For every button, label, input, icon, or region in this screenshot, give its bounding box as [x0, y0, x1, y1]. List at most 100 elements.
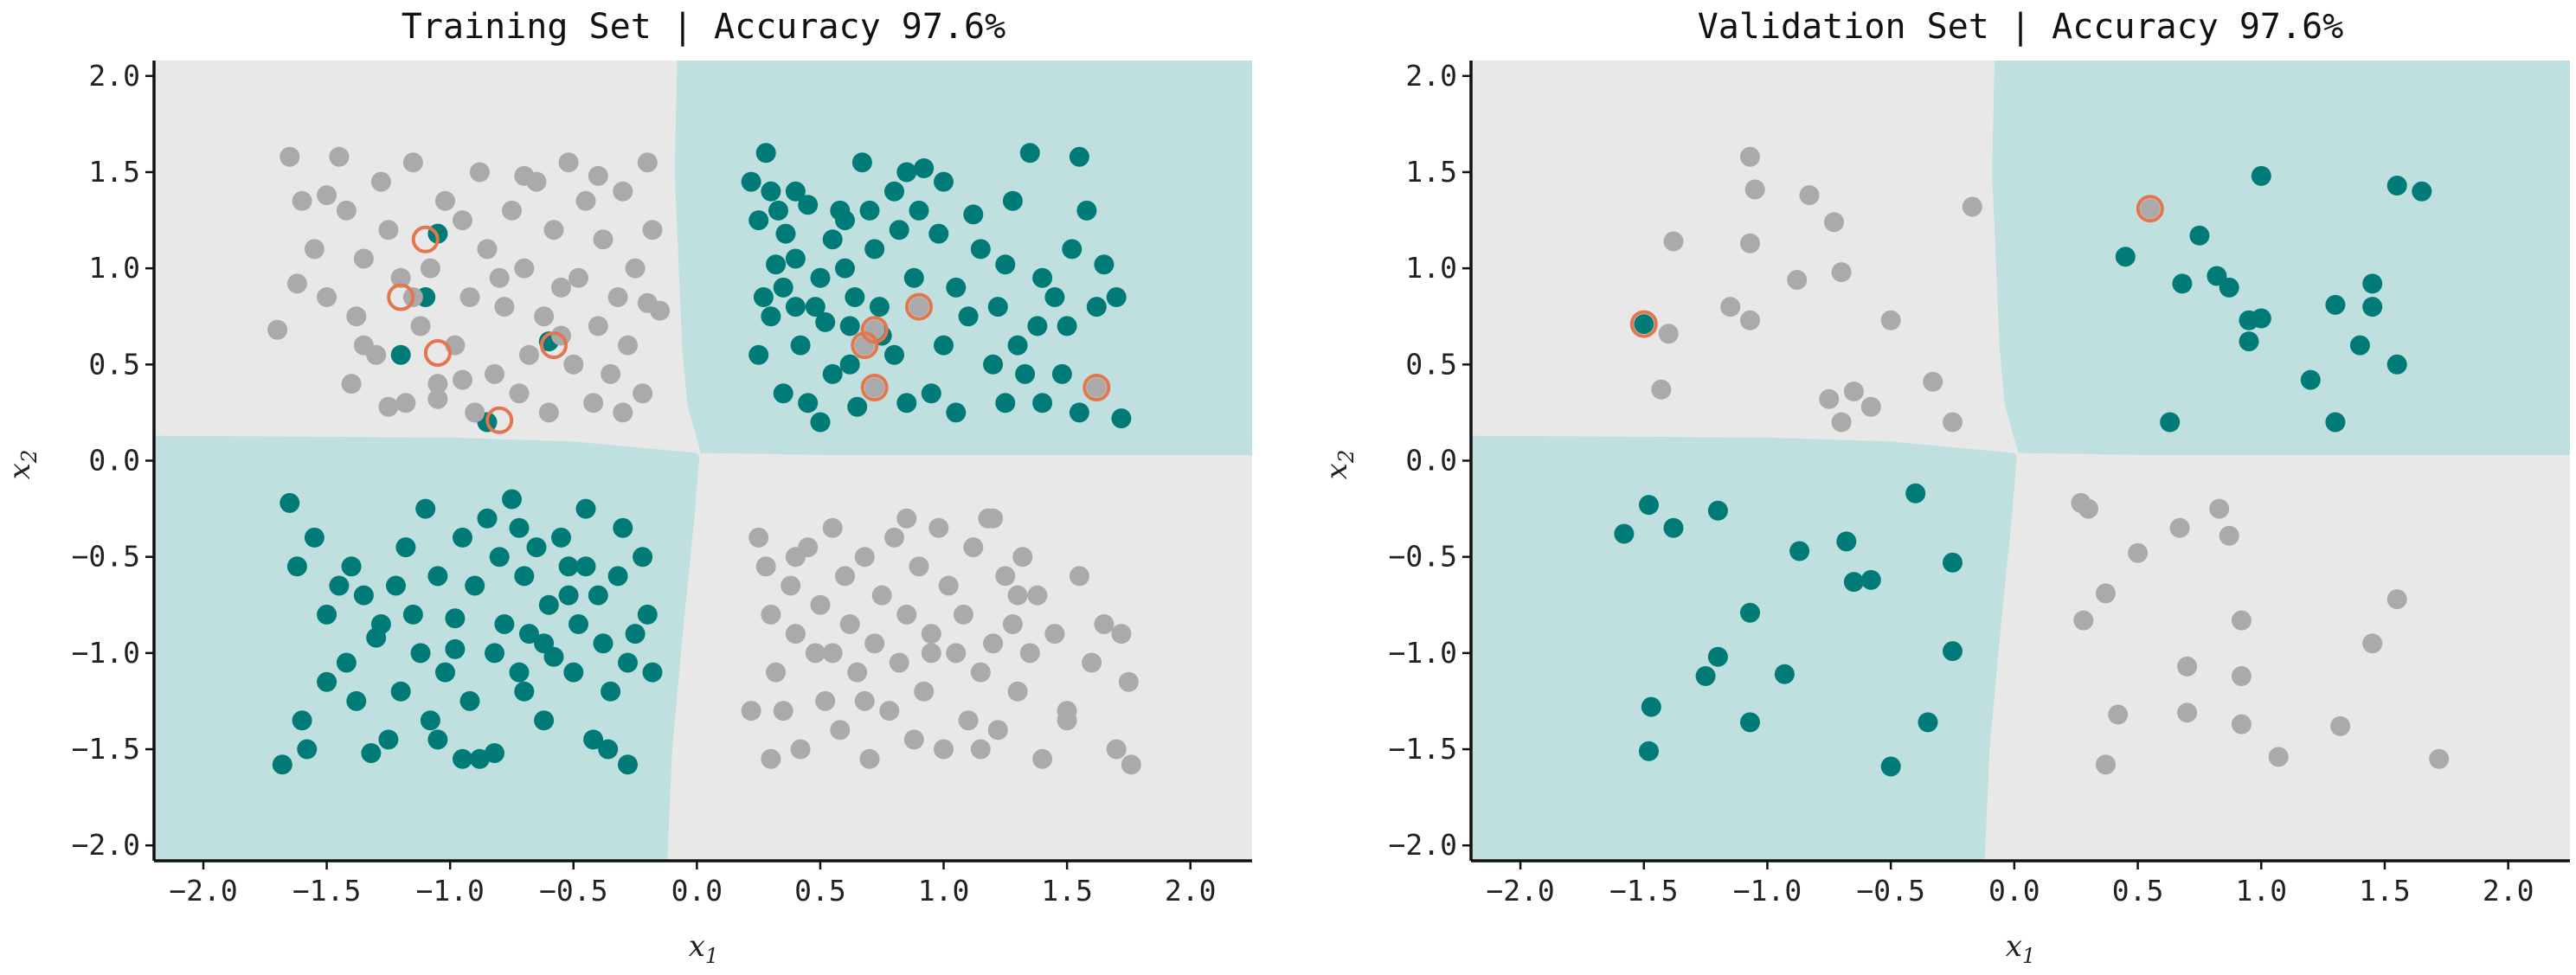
point-gray: [410, 316, 431, 337]
point-teal: [983, 354, 1004, 375]
point-gray: [822, 517, 843, 538]
point-gray: [588, 316, 608, 337]
point-teal: [1943, 552, 1963, 573]
point-teal: [2325, 294, 2346, 315]
point-teal: [502, 489, 522, 510]
point-teal: [569, 614, 588, 634]
point-gray: [830, 720, 851, 741]
point-teal: [477, 508, 498, 529]
point-gray: [1923, 371, 1943, 392]
point-gray: [909, 556, 929, 577]
point-teal: [1019, 143, 1040, 164]
point-gray: [514, 258, 535, 279]
point-teal: [353, 585, 374, 606]
point-gray: [637, 152, 658, 173]
y-tick-label: 1.0: [88, 251, 140, 285]
point-gray: [871, 585, 892, 606]
point-teal: [1695, 666, 1716, 686]
point-teal: [1918, 712, 1938, 733]
point-gray: [583, 393, 604, 414]
point-teal: [946, 277, 967, 298]
point-gray: [934, 739, 954, 760]
point-gray: [909, 297, 929, 318]
point-gray: [453, 369, 472, 390]
y-tick-label: −1.0: [72, 636, 140, 670]
point-gray: [494, 297, 515, 318]
point-teal: [835, 210, 855, 231]
point-gray: [607, 287, 628, 307]
point-gray: [815, 690, 836, 711]
point-teal: [839, 354, 860, 375]
point-teal: [903, 267, 924, 288]
point-teal: [768, 200, 788, 221]
point-teal: [459, 690, 480, 711]
point-gray: [847, 662, 868, 683]
misclassified-ring: [540, 331, 568, 360]
point-gray: [477, 239, 498, 260]
point-teal: [847, 396, 868, 417]
point-gray: [854, 547, 875, 568]
point-gray: [2128, 542, 2149, 563]
point-gray: [519, 344, 539, 365]
point-gray: [921, 624, 941, 645]
region-teal-bottom-left: [1471, 435, 2017, 861]
point-gray: [1082, 652, 1102, 673]
point-teal: [958, 306, 979, 327]
point-gray: [1880, 310, 1901, 330]
point-gray: [1824, 212, 1844, 233]
point-gray: [489, 267, 510, 288]
point-gray: [1044, 624, 1065, 645]
point-teal: [773, 383, 793, 404]
x-tick-label: −2.0: [1486, 874, 1554, 908]
point-gray: [1943, 412, 1963, 433]
misclassified-ring: [2136, 195, 2164, 223]
point-gray: [2177, 656, 2198, 677]
point-gray: [963, 537, 984, 558]
point-gray: [2362, 633, 2383, 654]
point-teal: [785, 181, 806, 202]
point-teal: [963, 204, 984, 225]
point-gray: [575, 190, 596, 211]
y-tick-label: −0.5: [72, 540, 140, 574]
point-gray: [2268, 747, 2289, 767]
misclassified-ring: [860, 316, 889, 344]
point-gray: [1831, 262, 1852, 283]
y-tick-label: −1.5: [72, 732, 140, 766]
point-gray: [1032, 748, 1053, 769]
point-gray: [2209, 498, 2230, 519]
point-gray: [970, 739, 991, 760]
point-teal: [2239, 331, 2259, 352]
point-gray: [835, 566, 855, 587]
point-gray: [1007, 585, 1028, 606]
point-teal: [1843, 572, 1864, 593]
point-teal: [2251, 308, 2271, 329]
point-gray: [593, 229, 613, 250]
misclassified-ring: [1082, 374, 1111, 401]
point-gray: [427, 388, 448, 409]
point-gray: [1111, 624, 1132, 645]
point-teal: [386, 575, 406, 596]
point-teal: [2300, 369, 2321, 390]
point-gray: [854, 690, 875, 711]
point-gray: [1787, 270, 1808, 290]
point-teal: [851, 152, 872, 173]
point-gray: [766, 662, 787, 683]
point-teal: [297, 739, 318, 760]
point-gray: [1651, 379, 1672, 400]
point-gray: [286, 273, 307, 294]
point-teal: [370, 614, 391, 634]
point-teal: [1634, 314, 1654, 335]
point-gray: [2096, 583, 2116, 604]
point-teal: [494, 614, 515, 634]
point-gray: [1007, 681, 1028, 702]
point-teal: [2362, 273, 2383, 294]
point-teal: [410, 643, 431, 664]
point-gray: [353, 248, 374, 269]
point-teal: [884, 181, 904, 202]
point-teal: [1015, 363, 1036, 384]
point-gray: [1658, 324, 1679, 344]
point-gray: [2231, 666, 2252, 686]
point-teal: [361, 743, 382, 763]
y-axis-label: x2: [1320, 450, 1359, 479]
